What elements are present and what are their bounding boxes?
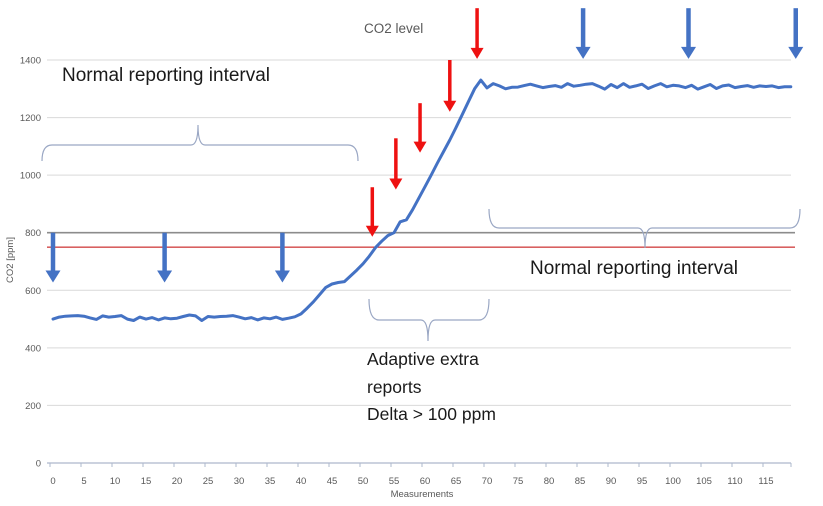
adaptive-extra-report-arrows	[365, 8, 484, 237]
annotation-adaptive-line3: Delta > 100 ppm	[367, 404, 496, 424]
x-tick-label-110: 110	[727, 476, 742, 487]
arrow-head	[788, 46, 804, 59]
x-tick-label-30: 30	[234, 476, 245, 487]
x-tick-label-80: 80	[544, 476, 555, 487]
x-tick-label-25: 25	[203, 476, 214, 487]
arrow-head	[681, 46, 696, 59]
x-tick-label-70: 70	[482, 476, 493, 487]
y-tick-label-1000: 1000	[20, 171, 41, 182]
y-tick-label-800: 800	[25, 228, 41, 239]
brace-normal-interval-right	[488, 208, 801, 249]
y-tick-label-400: 400	[25, 343, 41, 354]
annotation-adaptive-line1: Adaptive extra	[367, 349, 479, 369]
annotation-adaptive-line2: reports	[367, 376, 422, 397]
x-tick-label-105: 105	[696, 476, 712, 487]
x-tick-label-115: 115	[758, 476, 773, 487]
x-tick-label-20: 20	[172, 476, 183, 487]
x-tick-label-90: 90	[606, 476, 617, 487]
x-tick-label-65: 65	[451, 476, 462, 487]
x-axis-title: Measurements	[390, 489, 454, 500]
arrow-head	[157, 270, 173, 283]
x-tick-label-35: 35	[265, 476, 276, 487]
brace-normal-interval-left	[41, 124, 359, 162]
series-co2-line	[51, 78, 793, 322]
x-tick-label-0: 0	[50, 476, 55, 487]
annotation-adaptive-extra: Adaptive extra reports Delta > 100 ppm	[367, 346, 496, 429]
x-tick-label-15: 15	[141, 476, 152, 487]
x-tick-label-100: 100	[665, 476, 681, 487]
y-tick-label-1400: 1400	[20, 55, 41, 66]
x-tick-label-50: 50	[358, 476, 369, 487]
x-tick-label-85: 85	[575, 476, 586, 487]
x-tick-label-5: 5	[81, 476, 86, 487]
brace-adaptive-extra	[368, 298, 490, 342]
x-tick-label-40: 40	[296, 476, 307, 487]
arrow-head	[575, 46, 591, 59]
y-tick-label-600: 600	[25, 286, 41, 297]
normal-report-arrows-high	[575, 8, 804, 59]
arrow-head	[413, 141, 427, 153]
x-tick-label-45: 45	[327, 476, 338, 487]
annotation-normal-interval-right: Normal reporting interval	[530, 258, 739, 279]
x-tick-label-10: 10	[110, 476, 121, 487]
y-tick-label-0: 0	[36, 459, 41, 470]
x-tick-label-60: 60	[420, 476, 431, 487]
chart-title: CO2 level	[364, 21, 424, 36]
arrow-head	[470, 47, 484, 59]
y-tick-label-1200: 1200	[20, 113, 41, 124]
annotation-normal-interval-left: Normal reporting interval	[62, 65, 271, 86]
x-tick-label-55: 55	[389, 476, 400, 487]
arrow-head	[274, 270, 290, 283]
arrow-head	[443, 100, 457, 112]
arrow-head	[45, 270, 61, 283]
x-tick-label-95: 95	[637, 476, 648, 487]
normal-report-arrows-low	[45, 232, 290, 283]
arrow-head	[365, 225, 379, 237]
x-tick-label-75: 75	[513, 476, 524, 487]
y-tick-label-200: 200	[25, 401, 41, 412]
arrow-head	[389, 178, 403, 190]
y-axis-title: CO2 [ppm]	[5, 237, 16, 283]
